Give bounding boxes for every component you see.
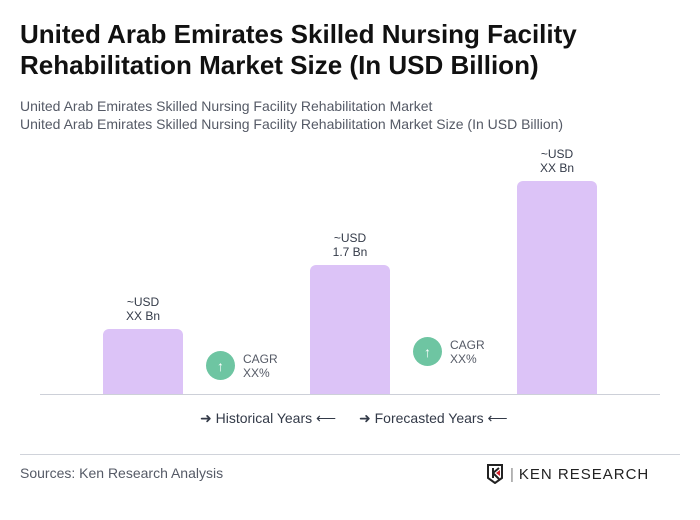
bar-label-line: ~USD xyxy=(540,147,574,162)
cagr-label: CAGR xyxy=(243,351,278,366)
bar-label: ~USD 1.7 Bn xyxy=(300,231,400,259)
bar-label-line: 1.7 Bn xyxy=(332,244,368,259)
page-title: United Arab Emirates Skilled Nursing Fac… xyxy=(20,19,577,80)
bar-label-line: ~USD xyxy=(126,295,160,310)
bar-label: ~USD XX Bn xyxy=(93,295,193,323)
arrow-up-icon: ↑ xyxy=(413,337,442,366)
legend-forecasted: ➜ Forecasted Years ⟵ xyxy=(359,410,508,426)
bar-label-line: ~USD xyxy=(333,230,367,245)
legend-historical: ➜ Historical Years ⟵ xyxy=(200,410,337,426)
bar-label-line: XX Bn xyxy=(125,309,161,324)
logo-icon xyxy=(487,464,503,484)
bar xyxy=(310,264,390,394)
ken-research-logo: | KEN RESEARCH xyxy=(486,464,649,484)
bar-chart: ↑ CAGR XX% ↑ CAGR XX% ~USD XX Bn ~USD 1.7 Bn ~… xyxy=(40,147,660,395)
arrow-up-icon: ↑ xyxy=(206,351,235,380)
x-axis xyxy=(40,394,660,395)
bar-label-line: XX Bn xyxy=(539,161,575,176)
logo-separator: | xyxy=(510,465,515,483)
divider xyxy=(20,454,680,455)
cagr-value: XX% xyxy=(450,351,477,366)
cagr-label: CAGR xyxy=(450,337,485,352)
bar xyxy=(103,329,183,394)
logo-text: KEN RESEARCH xyxy=(518,465,650,483)
bar-label: ~USD XX Bn xyxy=(507,147,607,175)
source-text: Sources: Ken Research Analysis xyxy=(20,465,224,481)
legend-forecasted-label: Forecasted Years xyxy=(374,410,484,426)
legend-historical-label: Historical Years xyxy=(215,410,313,426)
subtitle: United Arab Emirates Skilled Nursing Fac… xyxy=(20,98,433,114)
cagr-value: XX% xyxy=(243,365,270,380)
bar xyxy=(517,181,597,394)
cagr-badge: ↑ CAGR XX% xyxy=(206,351,278,380)
cagr-badge: ↑ CAGR XX% xyxy=(413,337,485,366)
subtitle-2: United Arab Emirates Skilled Nursing Fac… xyxy=(20,116,564,132)
